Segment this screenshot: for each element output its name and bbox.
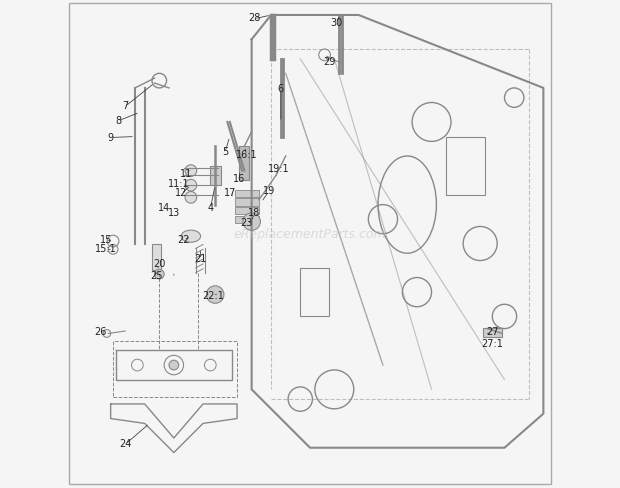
Text: 19: 19 [262, 185, 275, 196]
Text: 28: 28 [248, 13, 260, 23]
Text: 26: 26 [95, 326, 107, 336]
Text: 12: 12 [175, 188, 187, 198]
Bar [152, 244, 161, 271]
Text: 22:1: 22:1 [202, 290, 224, 300]
Text: 13: 13 [168, 207, 180, 218]
Text: 14: 14 [158, 203, 170, 213]
Text: 21: 21 [195, 254, 207, 264]
Text: 20: 20 [153, 259, 166, 268]
Text: 15: 15 [100, 234, 112, 244]
Text: 23: 23 [241, 217, 253, 227]
Text: 9: 9 [108, 132, 113, 142]
Bar [234, 216, 259, 224]
Bar [210, 166, 221, 186]
Bar [300, 268, 329, 317]
Circle shape [169, 361, 179, 370]
Text: 30: 30 [330, 18, 343, 28]
Circle shape [185, 165, 197, 177]
Bar [446, 137, 485, 196]
Text: 11: 11 [180, 169, 192, 179]
Text: 29: 29 [323, 57, 335, 67]
Bar [113, 341, 237, 397]
Text: eReplacementParts.com: eReplacementParts.com [234, 228, 386, 241]
Text: 16: 16 [233, 174, 246, 183]
Text: 4: 4 [207, 203, 213, 213]
Text: 15:1: 15:1 [95, 244, 117, 254]
Circle shape [206, 286, 224, 304]
Text: 22: 22 [177, 234, 190, 244]
Text: 24: 24 [119, 438, 131, 448]
Circle shape [154, 270, 164, 280]
Text: 11:1: 11:1 [168, 178, 190, 188]
Text: 25: 25 [151, 270, 163, 281]
Ellipse shape [181, 231, 201, 243]
Text: 8: 8 [115, 115, 121, 125]
Bar [234, 207, 259, 215]
Text: 17: 17 [224, 188, 236, 198]
Text: 18: 18 [248, 207, 260, 218]
Bar [234, 199, 259, 206]
Bar [234, 191, 259, 198]
Bar [482, 328, 502, 337]
Text: 7: 7 [122, 101, 128, 111]
Text: 19:1: 19:1 [268, 164, 289, 174]
Text: 27:1: 27:1 [481, 339, 503, 348]
Text: 6: 6 [278, 84, 284, 94]
Bar [239, 147, 249, 181]
Circle shape [243, 213, 260, 231]
Text: 27: 27 [486, 326, 498, 336]
Text: 16:1: 16:1 [236, 149, 257, 159]
Circle shape [185, 192, 197, 203]
Text: 5: 5 [222, 147, 228, 157]
Circle shape [185, 180, 197, 192]
